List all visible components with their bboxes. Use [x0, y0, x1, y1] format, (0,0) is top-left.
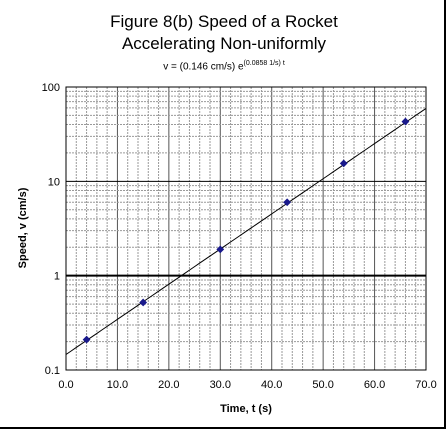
- y-tick-label: 0.1: [45, 365, 60, 377]
- chart-subtitle: Accelerating Non-uniformly: [121, 34, 327, 53]
- fit-line-layer: [65, 108, 427, 355]
- plot-border: [65, 86, 427, 371]
- equation-exponent: (0.0858 1/s) t: [243, 60, 285, 67]
- x-tick-label: 20.0: [158, 379, 179, 391]
- x-tick-label: 10.0: [107, 379, 128, 391]
- y-tick-label: 1: [54, 271, 60, 283]
- data-point: [82, 335, 91, 344]
- tick-labels: 0.0 10.0 20.0 30.0 40.0 50.0 60.0 70.0 0.1 1 10 100: [42, 82, 437, 391]
- x-tick-label: 30.0: [210, 379, 231, 391]
- chart-title: Figure 8(b) Speed of a Rocket: [110, 12, 338, 31]
- x-tick-label: 40.0: [261, 379, 282, 391]
- data-points: [82, 117, 410, 344]
- equation-prefix: v = (0.146 cm/s) e: [163, 61, 244, 73]
- data-point: [401, 117, 410, 126]
- fit-line: [65, 108, 427, 355]
- x-tick-label: 60.0: [364, 379, 385, 391]
- data-point: [216, 245, 225, 254]
- x-axis-label: Time, t (s): [220, 403, 272, 415]
- grid: [65, 86, 427, 371]
- x-tick-label: 70.0: [415, 379, 436, 391]
- y-tick-label: 100: [42, 82, 60, 94]
- data-point: [139, 298, 148, 307]
- y-axis-label: Speed, v (cm/s): [17, 187, 29, 268]
- data-point: [283, 198, 292, 207]
- y-tick-label: 10: [48, 176, 60, 188]
- x-tick-label: 50.0: [312, 379, 333, 391]
- data-point: [339, 159, 348, 168]
- x-tick-label: 0.0: [58, 379, 73, 391]
- fit-equation: v = (0.146 cm/s) e(0.0858 1/s) t: [0, 60, 448, 72]
